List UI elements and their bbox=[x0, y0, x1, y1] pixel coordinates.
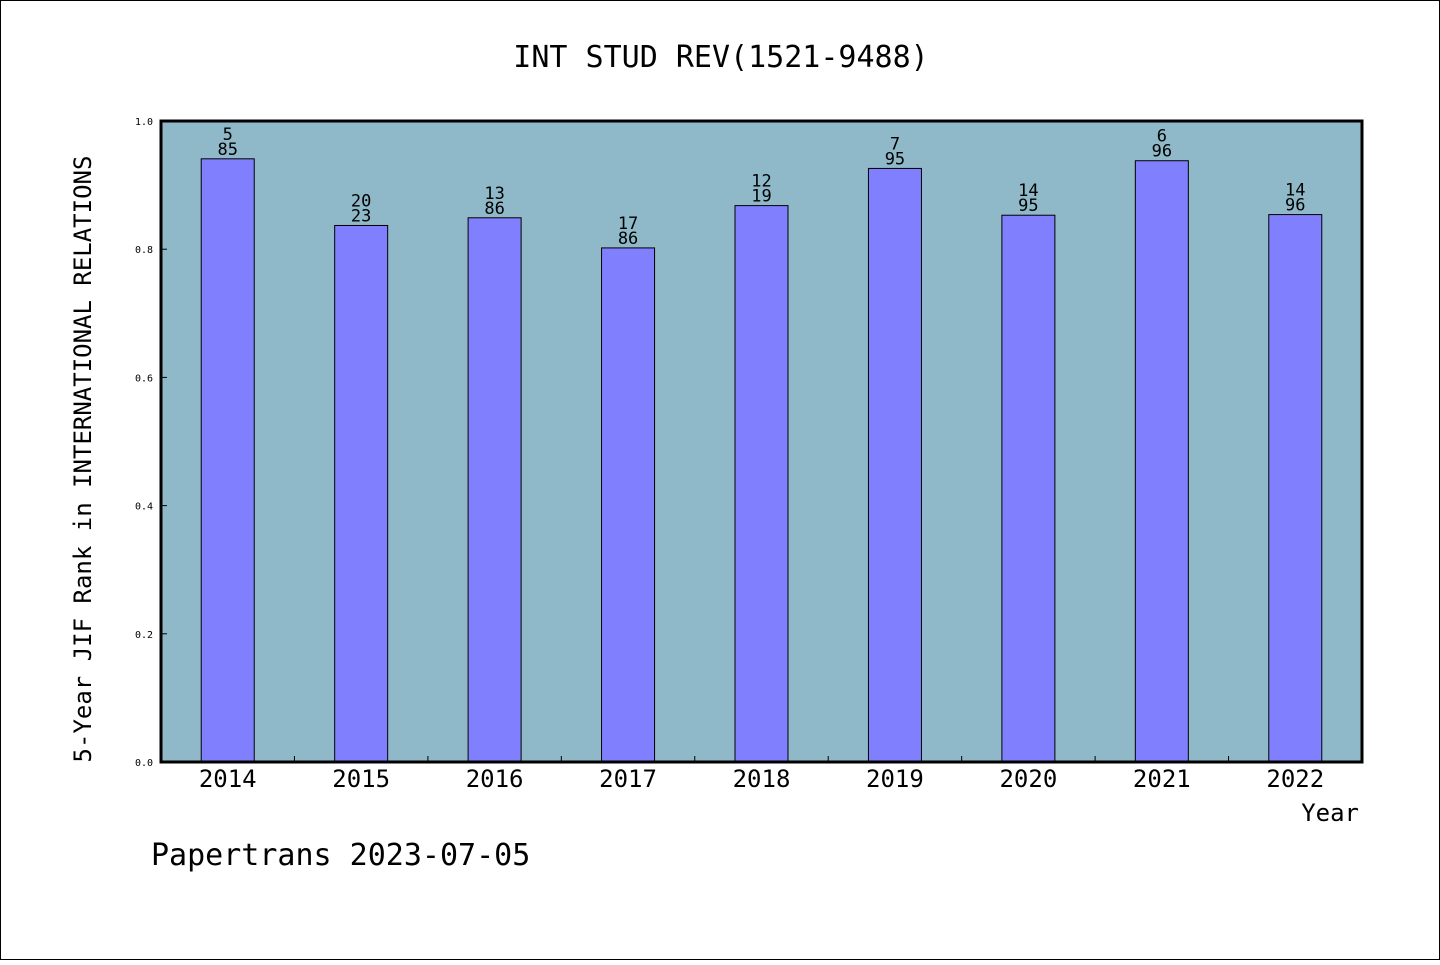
bar-label-top: 7 bbox=[890, 134, 900, 154]
bar-label-top: 20 bbox=[351, 191, 371, 211]
bar-label-bottom: 96 bbox=[1152, 142, 1172, 162]
y-tick-label: 0.8 bbox=[135, 245, 153, 256]
bar-label-top: 12 bbox=[751, 172, 771, 192]
x-tick-label: 2014 bbox=[199, 765, 257, 793]
bar-label-top: 5 bbox=[223, 125, 233, 145]
bar-label-bottom: 95 bbox=[885, 149, 905, 169]
bar-label-bottom: 23 bbox=[351, 206, 371, 226]
x-axis-label: Year bbox=[1301, 799, 1359, 827]
x-tick-label: 2015 bbox=[332, 765, 390, 793]
chart-title: INT STUD REV(1521-9488) bbox=[513, 40, 928, 75]
plot-border bbox=[159, 119, 1364, 764]
y-tick-label: 1.0 bbox=[135, 117, 153, 128]
bar-label-top: 13 bbox=[484, 184, 504, 204]
y-tick-label: 0.0 bbox=[135, 758, 153, 769]
footer-text: Papertrans 2023-07-05 bbox=[151, 838, 530, 873]
x-tick-label: 2016 bbox=[466, 765, 524, 793]
y-tick-label: 0.6 bbox=[135, 373, 153, 384]
bar-label-bottom: 19 bbox=[751, 187, 771, 207]
bar-2014 bbox=[200, 158, 255, 763]
bar-2018 bbox=[734, 205, 789, 763]
bar-2022 bbox=[1268, 214, 1323, 763]
bar-label-top: 6 bbox=[1157, 127, 1167, 147]
bar-2019 bbox=[867, 167, 922, 763]
x-tick-label: 2017 bbox=[599, 765, 657, 793]
bar-2021 bbox=[1134, 160, 1189, 763]
bar-label-bottom: 96 bbox=[1285, 196, 1305, 216]
bar-label-top: 17 bbox=[618, 214, 638, 234]
bar-label-bottom: 86 bbox=[484, 199, 504, 219]
bar-2015 bbox=[334, 224, 389, 763]
y-axis-label: 5-Year JIF Rank in INTERNATIONAL RELATIO… bbox=[69, 156, 97, 763]
bar-label-top: 14 bbox=[1285, 181, 1305, 201]
bar-label-top: 14 bbox=[1018, 181, 1038, 201]
x-tick-label: 2021 bbox=[1133, 765, 1191, 793]
bar-label-bottom: 95 bbox=[1018, 196, 1038, 216]
x-axis-ticks: 2014 2015 2016 2017 2018 2019 2020 2021 2022 bbox=[199, 756, 1324, 793]
y-tick-label: 0.2 bbox=[135, 630, 153, 641]
bar-2020 bbox=[1001, 214, 1056, 763]
bar-2016 bbox=[467, 217, 522, 763]
x-tick-label: 2020 bbox=[999, 765, 1057, 793]
y-tick-label: 0.4 bbox=[135, 502, 153, 513]
x-tick-label: 2019 bbox=[866, 765, 924, 793]
bar-label-bottom: 86 bbox=[618, 229, 638, 249]
x-tick-label: 2018 bbox=[733, 765, 791, 793]
bar-2017 bbox=[601, 247, 656, 763]
bar-label-bottom: 85 bbox=[217, 140, 237, 160]
x-tick-label: 2022 bbox=[1266, 765, 1324, 793]
